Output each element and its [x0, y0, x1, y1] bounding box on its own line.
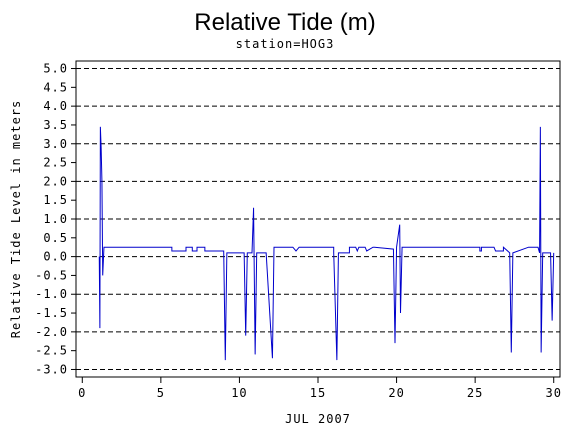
x-tick-label: 20 [388, 386, 404, 400]
y-tick-label: 1.0 [43, 212, 68, 226]
y-tick-label: 2.0 [43, 174, 68, 188]
chart-title: Relative Tide (m) [194, 9, 375, 36]
y-tick-label: 0.5 [43, 231, 68, 245]
y-tick-label: 4.5 [43, 80, 68, 94]
y-tick-label: -2.5 [35, 344, 68, 358]
y-tick-label: 2.5 [43, 156, 68, 170]
x-axis-label: JUL 2007 [285, 412, 351, 426]
y-axis-label: Relative Tide Level in meters [9, 100, 23, 339]
x-tick-label: 5 [157, 386, 165, 400]
y-tick-label: -0.5 [35, 268, 68, 282]
tide-line [98, 126, 555, 361]
y-tick-label: -1.0 [35, 287, 68, 301]
y-tick-label: 0.0 [43, 250, 68, 264]
y-tick-label: 1.5 [43, 193, 68, 207]
x-tick-label: 30 [545, 386, 561, 400]
y-tick-label: -1.5 [35, 306, 68, 320]
y-tick-label: 3.5 [43, 118, 68, 132]
x-tick-label: 10 [231, 386, 247, 400]
y-tick-label: -3.0 [35, 362, 68, 376]
y-tick-label: 3.0 [43, 137, 68, 151]
chart-subtitle: station=HOG3 [236, 37, 335, 51]
x-tick-label: 0 [78, 386, 86, 400]
y-tick-label: 5.0 [43, 62, 68, 76]
x-tick-label: 25 [467, 386, 483, 400]
y-tick-label: -2.0 [35, 325, 68, 339]
y-tick-label: 4.0 [43, 99, 68, 113]
x-tick-label: 15 [310, 386, 326, 400]
